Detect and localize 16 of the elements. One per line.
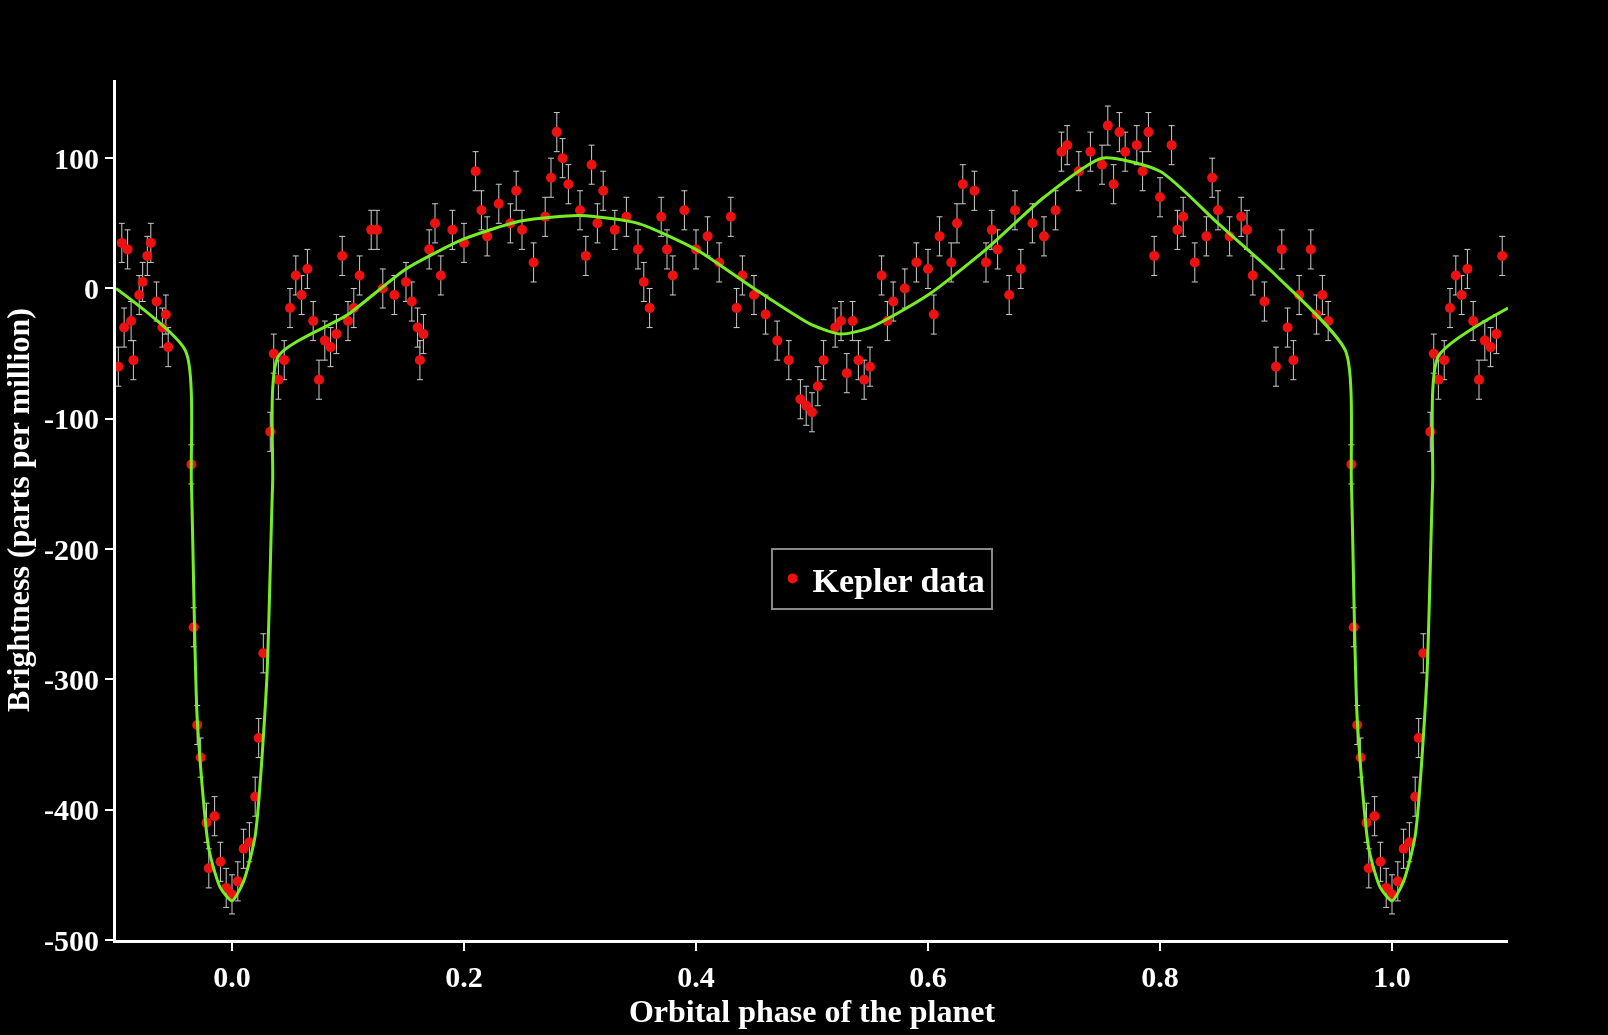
x-tick-label: 1.0 xyxy=(1373,960,1411,993)
y-tick-label: -300 xyxy=(44,662,99,696)
y-tick-label: 100 xyxy=(54,141,99,175)
y-tick-label: 0 xyxy=(84,271,99,305)
x-axis-title: Orbital phase of the planet xyxy=(628,993,996,1029)
y-tick-label: -200 xyxy=(44,532,99,566)
x-tick-label: 0.0 xyxy=(213,960,251,993)
x-tick-label: 0.2 xyxy=(445,960,483,993)
y-axis-title: Brightness (parts per million) xyxy=(0,308,36,712)
x-tick-label: 0.8 xyxy=(1141,960,1179,993)
x-tick-label: 0.6 xyxy=(909,960,947,993)
y-tick-label: -500 xyxy=(44,923,99,957)
x-tick-label: 0.4 xyxy=(677,960,715,993)
legend-label: Kepler data xyxy=(812,561,985,599)
y-tick-label: -100 xyxy=(44,402,99,436)
y-tick-label: -400 xyxy=(44,793,99,827)
